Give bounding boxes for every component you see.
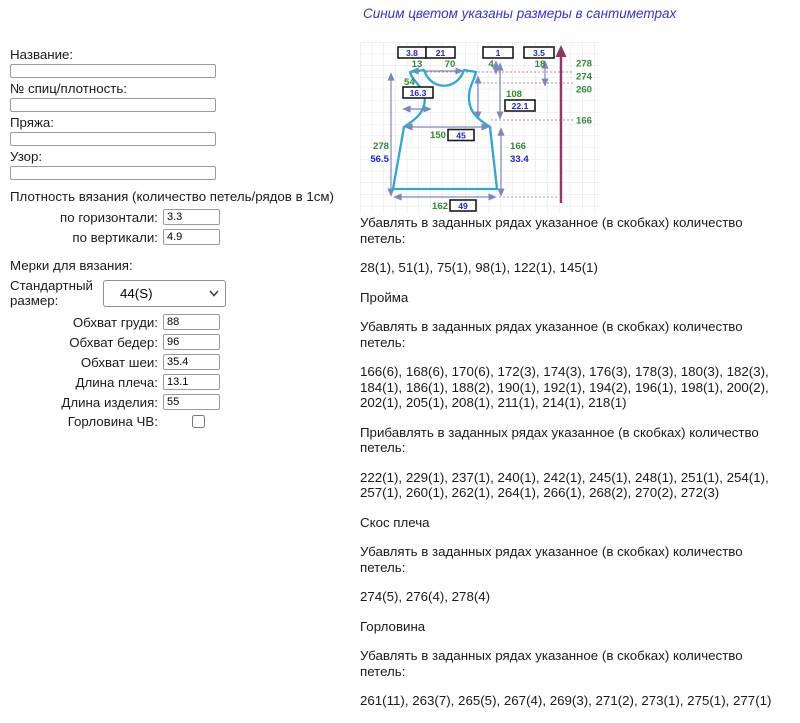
- needles-input[interactable]: [10, 98, 216, 112]
- height-cm: 56.5: [370, 154, 389, 165]
- side-cm: 33.4: [510, 154, 529, 165]
- instruction-decrease-intro: Убавлять в заданных рядах указанное (в с…: [360, 215, 743, 246]
- shoulder-length-label: Длина плеча:: [75, 374, 158, 390]
- stitch-pattern-input[interactable]: [10, 166, 216, 180]
- backneck-rows: 4: [488, 59, 494, 70]
- chest-girth-input[interactable]: [163, 314, 220, 330]
- strap-cm: 3.8: [406, 48, 418, 58]
- chest-cm: 45: [456, 130, 466, 140]
- hem-cm: 49: [458, 201, 468, 211]
- chest-sts: 150: [430, 130, 446, 141]
- upper-cm: 16.3: [410, 88, 427, 98]
- standard-size-row: Стандартный размер: 44(S): [10, 278, 356, 308]
- gauge-horizontal-label: по горизонтали:: [60, 209, 158, 225]
- armhole-rows: 108: [506, 89, 523, 100]
- hip-girth-row: Обхват бедер:: [10, 334, 356, 350]
- gauge-horizontal-input[interactable]: [163, 209, 220, 225]
- neckline-checkbox[interactable]: [192, 415, 205, 428]
- hem-sts: 162: [432, 201, 448, 212]
- instruction-shoulder-decrease-rows: 274(5), 276(4), 278(4): [360, 589, 491, 604]
- field-group-needles: № спиц/плотность:: [10, 82, 356, 112]
- shoulder-cm: 3.5: [533, 48, 545, 58]
- name-label: Название:: [10, 47, 74, 62]
- standard-size-label: Стандартный размер:: [10, 278, 93, 308]
- yarn-label: Пряжа:: [10, 115, 54, 130]
- name-input[interactable]: [10, 64, 216, 78]
- top-cm: 21: [436, 48, 446, 58]
- gauge-horizontal-row: по горизонтали:: [10, 209, 356, 225]
- field-group-yarn: Пряжа:: [10, 116, 356, 146]
- gauge-vertical-label: по вертикали:: [72, 229, 158, 245]
- gauge-vertical-row: по вертикали:: [10, 229, 356, 245]
- neckline-checkbox-row: Горловина ЧВ:: [10, 414, 356, 429]
- height-rows: 278: [373, 141, 390, 152]
- side-rows: 166: [510, 141, 526, 152]
- row-direction-arrow: [555, 45, 567, 203]
- neck-girth-label: Обхват шеи:: [80, 354, 158, 370]
- standard-size-select[interactable]: 44(S): [103, 279, 226, 307]
- stitch-row-counts: 13 70 4 18 278 274 260 166 54 108 150 16…: [370, 59, 592, 213]
- instruction-increase-intro: Прибавлять в заданных рядах указанное (в…: [360, 424, 759, 456]
- units-note: Синим цветом указаны размеры в сантиметр…: [363, 6, 677, 21]
- shoulder-rows: 18: [535, 59, 546, 70]
- neck-girth-row: Обхват шеи:: [10, 354, 356, 370]
- pattern-form: Название: № спиц/плотность: Пряжа: Узор:…: [10, 48, 356, 433]
- garment-outline: [391, 68, 499, 191]
- yarn-input[interactable]: [10, 132, 216, 146]
- shoulder-length-row: Длина плеча:: [10, 374, 356, 390]
- instruction-neckline-decrease-rows: 261(11), 263(7), 265(5), 267(4), 269(3),…: [360, 693, 772, 708]
- instruction-armhole-decrease-rows: 166(6), 168(6), 170(6), 172(3), 174(3), …: [360, 364, 769, 410]
- top-sts: 70: [445, 59, 456, 70]
- garment-length-label: Длина изделия:: [61, 394, 158, 410]
- instruction-neckline-decrease-intro: Убавлять в заданных рядах указанное (в с…: [360, 648, 743, 679]
- section-heading-armhole: Пройма: [360, 289, 409, 305]
- shoulder-length-input[interactable]: [163, 374, 220, 390]
- needles-label: № спиц/плотность:: [10, 81, 127, 96]
- section-heading-shoulder-slope: Скос плеча: [360, 514, 430, 530]
- garment-schematic: 3.8 21 1 3.5 16.3 22.1 45 49 13 70 4 18 …: [360, 42, 600, 214]
- armhole-cm: 22.1: [512, 101, 529, 111]
- field-group-stitch-pattern: Узор:: [10, 150, 356, 180]
- row-mark-260: 260: [576, 85, 592, 96]
- measurements-section-title: Мерки для вязания:: [10, 258, 133, 273]
- cm-measurement-boxes: 3.8 21 1 3.5 16.3 22.1 45 49: [397, 46, 555, 212]
- gauge-vertical-input[interactable]: [163, 229, 220, 245]
- neckline-checkbox-label: Горловина ЧВ:: [67, 414, 158, 429]
- knitting-instructions: Убавлять в заданных рядах указанное (в с…: [360, 215, 787, 723]
- instruction-decrease-rows: 28(1), 51(1), 75(1), 98(1), 122(1), 145(…: [360, 260, 598, 275]
- row-mark-278: 278: [576, 59, 593, 70]
- section-heading-neckline: Горловина: [360, 618, 426, 634]
- gauge-section-title: Плотность вязания (количество петель/ряд…: [10, 189, 334, 204]
- backneck-cm: 1: [496, 48, 501, 58]
- garment-length-row: Длина изделия:: [10, 394, 356, 410]
- garment-length-input[interactable]: [163, 394, 220, 410]
- row-mark-274: 274: [576, 72, 593, 83]
- chest-girth-row: Обхват груди:: [10, 314, 356, 330]
- strap-sts: 13: [412, 59, 423, 70]
- hip-girth-label: Обхват бедер:: [69, 334, 158, 350]
- chest-girth-label: Обхват груди:: [72, 314, 158, 330]
- neck-girth-input[interactable]: [163, 354, 220, 370]
- upper-sts: 54: [404, 77, 415, 88]
- field-group-name: Название:: [10, 48, 356, 78]
- instruction-shoulder-decrease-intro: Убавлять в заданных рядах указанное (в с…: [360, 544, 743, 575]
- row-mark-166: 166: [576, 116, 592, 127]
- hip-girth-input[interactable]: [163, 334, 220, 350]
- instruction-armhole-decrease-intro: Убавлять в заданных рядах указанное (в с…: [360, 319, 743, 350]
- stitch-pattern-label: Узор:: [10, 149, 43, 164]
- dimension-arrows: [387, 60, 549, 201]
- instruction-increase-rows: 222(1), 229(1), 237(1), 240(1), 242(1), …: [360, 469, 769, 501]
